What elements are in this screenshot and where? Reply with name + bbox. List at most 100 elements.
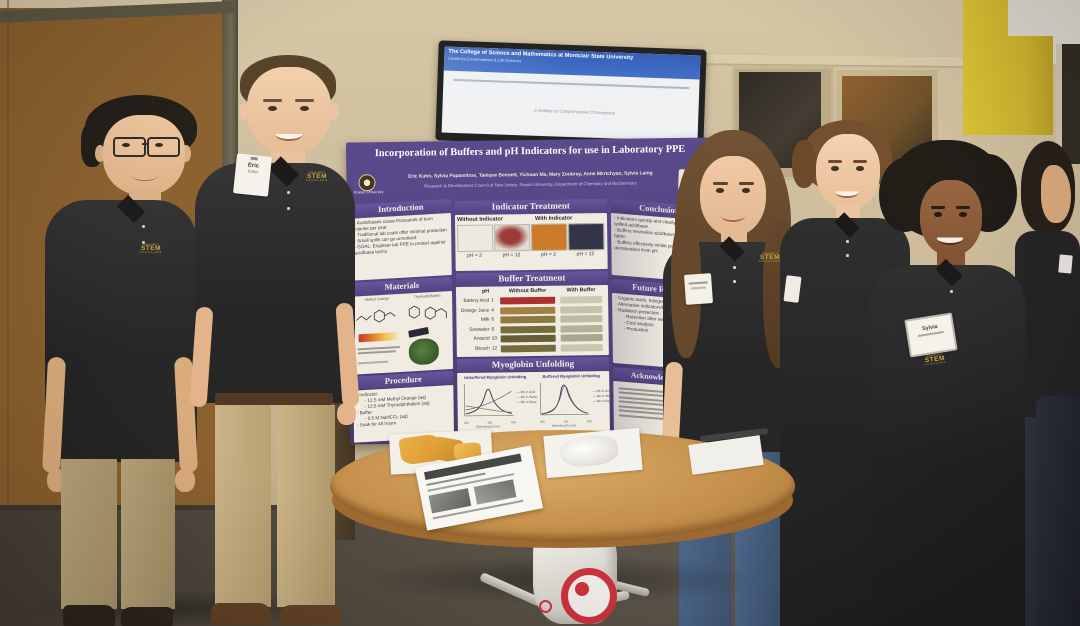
with-indicator-label: With Indicator bbox=[534, 215, 573, 222]
poster-left-wing: Introduction Acids/bases cause thousands… bbox=[350, 198, 455, 443]
person3-brow bbox=[713, 182, 728, 185]
stem-logo-bottom: SCHOLARS bbox=[758, 260, 782, 264]
tv-glare bbox=[441, 46, 701, 142]
person2-button bbox=[287, 207, 290, 210]
person2-smile bbox=[275, 127, 303, 141]
buffered-graph-plot bbox=[539, 382, 590, 416]
person1-khakis-leg bbox=[121, 459, 175, 609]
student-female-afro: Sylvia Governor's STEM SCHOLARS bbox=[865, 140, 1030, 626]
buffer-row-ph: 12 bbox=[491, 346, 498, 352]
person4-eye bbox=[856, 166, 864, 171]
buffer-swatch-without bbox=[500, 315, 556, 324]
target-small-mark bbox=[539, 600, 552, 613]
person4-name-tag-edge bbox=[783, 275, 802, 303]
person3-smile bbox=[721, 210, 745, 222]
thymolphthalein-structure bbox=[408, 305, 447, 320]
stem-logo-main: STEM bbox=[306, 172, 328, 180]
person1-eye bbox=[122, 143, 130, 147]
handout-image-block bbox=[428, 488, 472, 514]
person5-button bbox=[950, 290, 953, 293]
student-male-tall: Eric Kuhn Governor's STEM SCHOLARS bbox=[185, 55, 365, 626]
person3-button bbox=[733, 280, 736, 283]
stem-logo-top: Governor's bbox=[762, 251, 778, 255]
person1-shoe bbox=[121, 607, 173, 626]
unbuffered-graph-plot bbox=[463, 383, 514, 417]
buffer-col-without: Without Buffer bbox=[508, 287, 547, 295]
buffer-row-label: Battery Acid bbox=[463, 298, 490, 305]
fabric-swatch bbox=[494, 224, 531, 252]
swatch-ph-label: pH = 12 bbox=[502, 252, 521, 259]
section-indicator-header: Indicator Treatment bbox=[454, 198, 607, 215]
person2-brow bbox=[263, 99, 282, 102]
yellow-wall-notch bbox=[1008, 0, 1053, 36]
without-indicator-label: Without Indicator bbox=[456, 216, 503, 224]
person2-name-tag: Eric Kuhn bbox=[233, 153, 272, 197]
buffer-swatch-without bbox=[500, 306, 556, 315]
buffer-row-ph: 4 bbox=[491, 308, 494, 314]
student-male-glasses: Governor's STEM SCHOLARS bbox=[25, 95, 205, 626]
person4-button bbox=[846, 254, 849, 257]
buffer-table-row: Bleach 12 bbox=[457, 342, 609, 354]
person2-shoe bbox=[211, 603, 271, 625]
person2-stem-shirt-logo: Governor's STEM SCHOLARS bbox=[289, 171, 345, 183]
person1-glasses bbox=[113, 137, 146, 157]
indicator-swatch-cell: pH = 12 bbox=[568, 222, 605, 257]
person2-eye bbox=[268, 106, 277, 111]
person3-tag-line bbox=[688, 281, 708, 285]
stem-logo-top: Governor's bbox=[143, 242, 159, 246]
buffer-swatch-with bbox=[560, 334, 603, 342]
background-person-face bbox=[1041, 165, 1071, 223]
window-right-edge bbox=[1056, 44, 1080, 164]
unbuffered-xlabel: Wavelength (nm) bbox=[475, 424, 500, 429]
buffer-swatch-with bbox=[560, 343, 603, 352]
swatch-ph-label: pH = 2 bbox=[541, 251, 556, 258]
target-bullseye-logo bbox=[561, 568, 617, 624]
stem-logo-main: STEM bbox=[759, 253, 781, 261]
buffer-swatch-without bbox=[500, 334, 556, 343]
methyl-orange-structure bbox=[356, 309, 396, 323]
unbuffered-graph: Unbuffered Myoglobin Unfolding Mb in Aci… bbox=[459, 374, 538, 433]
person2-ear bbox=[329, 103, 339, 120]
person5-eye bbox=[959, 212, 967, 217]
person1-shoe bbox=[63, 605, 115, 626]
stem-logo-bottom: SCHOLARS bbox=[139, 251, 163, 255]
person1-eye bbox=[155, 143, 163, 147]
person2-button bbox=[287, 191, 290, 194]
poster-center-panel: Indicator Treatment Without Indicator Wi… bbox=[454, 198, 611, 439]
buffer-row-ph: 8 bbox=[491, 327, 495, 333]
person4-eye bbox=[831, 166, 839, 171]
protein-model-image bbox=[408, 337, 440, 366]
person2-brow bbox=[295, 99, 314, 102]
person3-stem-shirt-logo: Governor's STEM SCHOLARS bbox=[745, 252, 795, 264]
person2-face bbox=[247, 67, 331, 155]
buffer-swatch-without bbox=[500, 296, 556, 305]
person3-eye bbox=[716, 188, 724, 193]
buffer-row-label: Bleach bbox=[475, 346, 490, 352]
poster-authors: Eric Kuhn, Sylvia Papamitros, Tanique Be… bbox=[408, 171, 653, 180]
person1-button bbox=[142, 241, 145, 244]
section-indicator-panel: Without Indicator With Indicator pH = 2 … bbox=[454, 212, 608, 272]
person1-hand bbox=[175, 469, 195, 492]
person4-smile bbox=[835, 186, 859, 198]
indicator-swatch-cell: pH = 12 bbox=[494, 224, 531, 259]
buffer-row-ph: 1 bbox=[491, 298, 494, 304]
buffered-graph-legend: Mb in AcidMb in WaterMb in Base bbox=[592, 389, 610, 404]
section-myoglobin-panel: Unbuffered Myoglobin Unfolding Mb in Aci… bbox=[457, 370, 611, 438]
fabric-swatch bbox=[568, 222, 605, 251]
person2-belt bbox=[215, 393, 333, 405]
stem-logo-bottom: SCHOLARS bbox=[305, 179, 329, 183]
buffer-col-with: With Buffer bbox=[566, 287, 596, 294]
section-materials-panel: Methyl Orange Thymolphthalein bbox=[352, 290, 454, 375]
navy-strip bbox=[408, 326, 429, 338]
person2-tag-clip bbox=[250, 156, 258, 161]
person2-khakis-leg bbox=[277, 405, 335, 607]
target-bullseye-center bbox=[575, 582, 589, 596]
fabric-swatch bbox=[531, 223, 568, 252]
buffer-row-label: Orange Juice bbox=[460, 308, 490, 314]
buffer-row-label: Antacid bbox=[473, 336, 490, 343]
buffer-row-ph: 10 bbox=[491, 336, 498, 342]
person2-shoe bbox=[279, 605, 341, 625]
person1-mouth bbox=[132, 171, 158, 181]
stem-logo-main: STEM bbox=[140, 244, 162, 252]
person2-hand bbox=[337, 403, 356, 425]
